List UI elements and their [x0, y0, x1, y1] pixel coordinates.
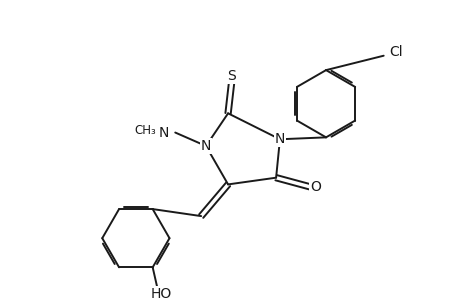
Text: HO: HO: [151, 287, 172, 300]
Text: N: N: [159, 125, 169, 140]
Text: O: O: [309, 180, 320, 194]
Text: S: S: [227, 69, 236, 83]
Text: Cl: Cl: [389, 45, 402, 59]
Text: N: N: [274, 132, 285, 146]
Text: N: N: [201, 139, 211, 153]
Text: CH₃: CH₃: [134, 124, 156, 137]
